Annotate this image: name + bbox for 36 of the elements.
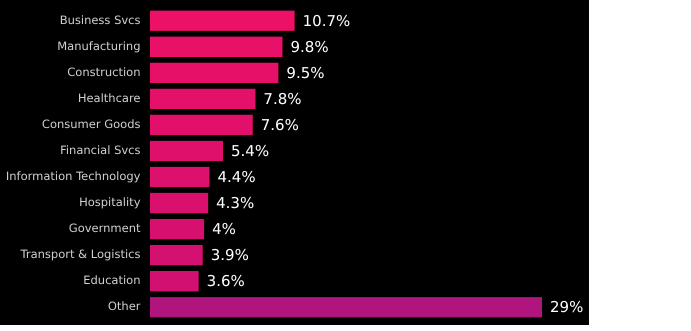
y-tick-label: Construction [67, 64, 140, 79]
bar [150, 244, 203, 266]
bar [150, 62, 278, 84]
data-label: 9.5% [286, 64, 325, 82]
bar [150, 36, 282, 57]
data-label: 9.8% [290, 38, 329, 56]
bar [150, 271, 199, 292]
y-tick-label: Government [68, 221, 141, 236]
y-tick-label: Manufacturing [57, 38, 140, 53]
bar [150, 218, 204, 240]
data-label: 3.6% [206, 272, 245, 290]
y-tick-label: Financial Svcs [60, 142, 141, 157]
data-label: 3.9% [210, 246, 249, 264]
y-tick-label: Transport & Logistics [20, 247, 140, 262]
data-label: 29% [550, 298, 584, 316]
y-tick-label: Hospitality [79, 195, 141, 210]
y-tick-label: Other [108, 299, 141, 314]
bar [150, 10, 295, 31]
y-tick-label: Business Svcs [60, 12, 140, 27]
data-label: 7.8% [263, 90, 302, 108]
bar [150, 166, 210, 188]
bar [150, 140, 223, 162]
y-tick-label: Consumer Goods [42, 116, 140, 131]
bar [150, 114, 253, 136]
bar [150, 88, 256, 110]
data-label: 4.3% [216, 194, 254, 212]
y-tick-label: Information Technology [6, 169, 141, 184]
data-label: 5.4% [230, 142, 270, 160]
data-label: 4.4% [217, 168, 256, 186]
data-label: 4% [212, 220, 236, 238]
data-label: 10.7% [302, 12, 350, 30]
y-tick-label: Education [83, 273, 140, 288]
bar [150, 297, 542, 318]
bar [150, 192, 208, 214]
data-label: 7.6% [260, 116, 299, 134]
y-tick-label: Healthcare [78, 90, 140, 105]
